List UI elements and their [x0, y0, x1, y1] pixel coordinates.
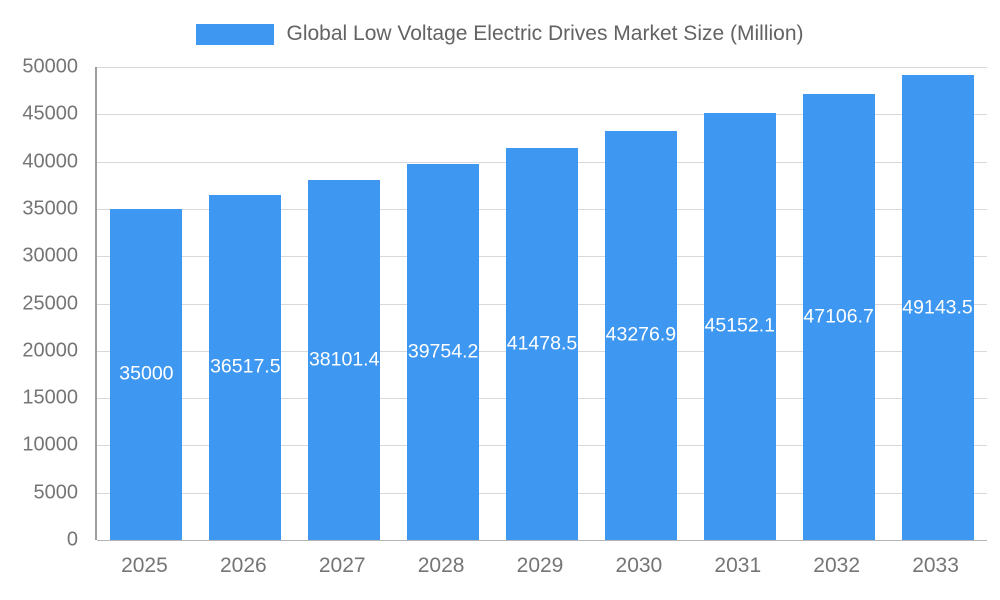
y-tick-label: 40000: [22, 150, 78, 173]
gridline: [97, 67, 987, 68]
plot-area: 35000 36517.5 38101.4 39754.2 41478.5 43276.9…: [95, 67, 987, 541]
bar-value-label: 36517.5: [210, 355, 281, 378]
y-tick-label: 5000: [33, 481, 79, 504]
bar-value-label: 35000: [119, 362, 174, 385]
bar-value-label: 39754.2: [407, 340, 479, 363]
y-tick-label: 50000: [22, 55, 78, 78]
x-tick-label: 2029: [516, 554, 564, 577]
bar-2028[interactable]: 39754.2: [407, 163, 480, 540]
bar-value-label: 38101.4: [308, 348, 380, 371]
y-tick-label: 30000: [22, 244, 78, 267]
x-tick-label: 2032: [813, 554, 861, 577]
bar-2029[interactable]: 41478.5: [505, 147, 579, 540]
y-tick-label: 15000: [22, 386, 78, 409]
y-tick-label: 45000: [22, 102, 78, 125]
x-tick-label: 2030: [615, 554, 663, 577]
x-tick-label: 2025: [121, 554, 168, 577]
x-tick-label: 2028: [417, 554, 465, 577]
bar-2025[interactable]: 35000: [110, 208, 183, 540]
bar-2033[interactable]: 49143.5: [901, 75, 974, 540]
bar-value-label: 41478.5: [506, 332, 578, 355]
x-tick-label: 2031: [714, 554, 762, 577]
legend-swatch: [196, 23, 275, 45]
bar-value-label: 47106.7: [803, 305, 874, 328]
y-tick-label: 35000: [22, 197, 78, 220]
bar-2032[interactable]: 47106.7: [802, 94, 875, 540]
x-tick-label: 2027: [318, 554, 366, 577]
x-tick-label: 2033: [912, 554, 959, 577]
bar-value-label: 43276.9: [605, 323, 677, 346]
y-tick-label: 25000: [22, 292, 78, 314]
bar-value-label: 45152.1: [704, 314, 776, 337]
chart-legend: Global Low Voltage Electric Drives Marke…: [0, 20, 1000, 48]
chart-title: Global Low Voltage Electric Drives Marke…: [286, 22, 804, 45]
x-axis: 2025 2026 2027 2028 2029 2030 2031 2032 2033: [95, 548, 985, 588]
gridline: [97, 540, 987, 541]
y-tick-label: 0: [66, 528, 78, 551]
bar-2031[interactable]: 45152.1: [703, 112, 776, 540]
bar-value-label: 49143.5: [902, 296, 973, 319]
x-tick-label: 2026: [219, 554, 267, 577]
bar-2027[interactable]: 38101.4: [308, 179, 381, 540]
bar-2030[interactable]: 43276.9: [604, 130, 677, 540]
gridline: [97, 114, 987, 116]
y-axis: 0 5000 10000 15000 20000 25000 30000 35000 40000…: [0, 56, 88, 551]
y-tick-label: 20000: [22, 339, 78, 362]
y-tick-label: 10000: [22, 433, 78, 456]
bar-2026[interactable]: 36517.5: [209, 194, 282, 540]
